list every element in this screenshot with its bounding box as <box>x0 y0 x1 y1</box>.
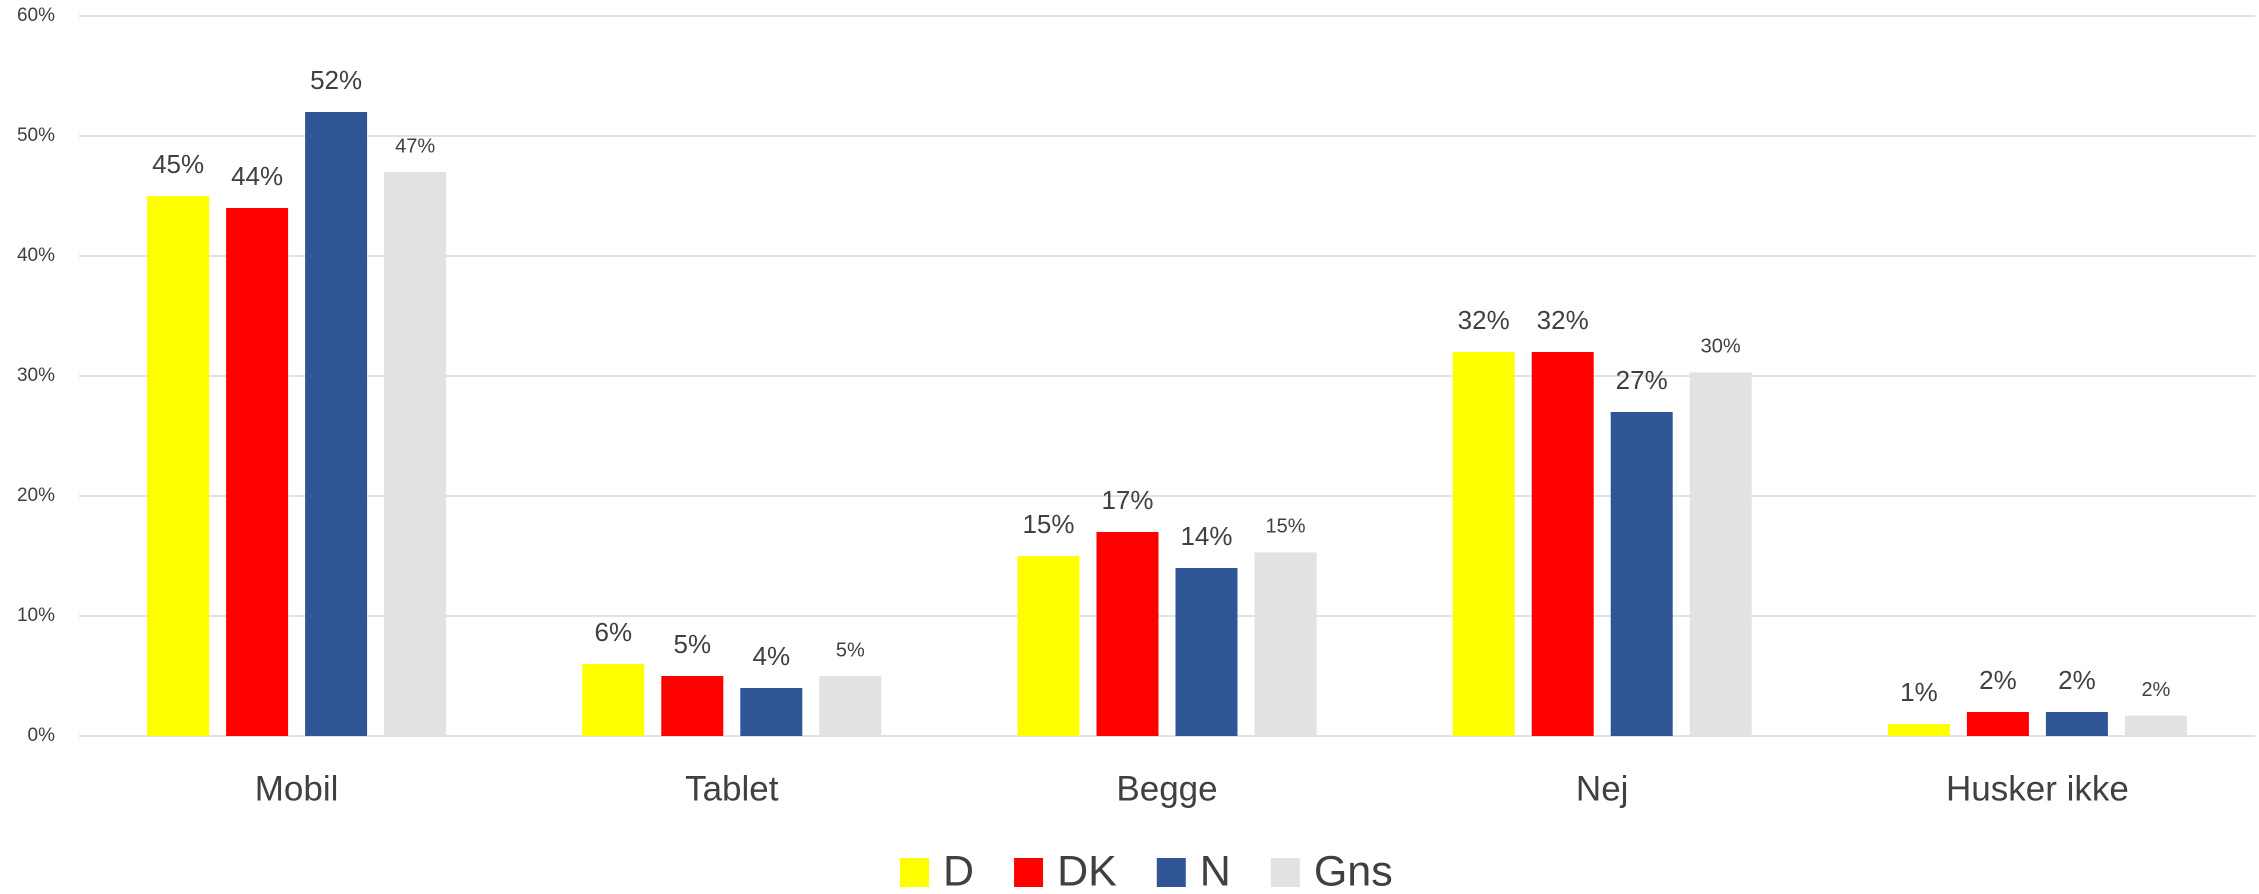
bar <box>1096 532 1159 736</box>
y-tick-label: 10% <box>17 605 55 626</box>
bar <box>661 676 724 736</box>
bar <box>582 664 645 736</box>
bar <box>384 172 447 736</box>
bar <box>226 208 289 736</box>
data-label: 15% <box>1022 509 1074 539</box>
data-label: 47% <box>395 135 435 157</box>
bar <box>1531 352 1594 736</box>
data-label: 1% <box>1900 677 1938 707</box>
bar <box>1452 352 1515 736</box>
bar <box>1966 712 2029 736</box>
bar <box>1887 724 1950 736</box>
data-label: 30% <box>1701 336 1741 358</box>
data-label: 17% <box>1101 485 1153 515</box>
data-label: 5% <box>836 639 865 661</box>
data-label: 45% <box>152 149 204 179</box>
y-tick-label: 40% <box>17 245 55 266</box>
bar <box>1689 372 1752 736</box>
data-label: 32% <box>1458 305 1510 335</box>
data-label: 5% <box>674 629 712 659</box>
bar <box>1610 412 1673 736</box>
legend-swatch <box>900 858 929 887</box>
data-label: 4% <box>753 641 791 671</box>
x-tick-label: Tablet <box>685 769 779 808</box>
data-label: 6% <box>595 617 633 647</box>
legend-swatch <box>1156 858 1186 887</box>
bar <box>2045 712 2108 736</box>
legend-label: DK <box>1057 847 1117 894</box>
y-tick-label: 20% <box>17 485 55 506</box>
legend-swatch <box>1014 858 1044 887</box>
data-label: 52% <box>310 65 362 95</box>
data-label: 32% <box>1537 305 1589 335</box>
bar <box>1175 568 1238 736</box>
x-tick-label: Nej <box>1576 769 1629 808</box>
bar <box>819 676 882 736</box>
legend-label: N <box>1200 847 1231 894</box>
y-tick-label: 30% <box>17 365 55 386</box>
bar <box>1254 552 1317 736</box>
data-label: 14% <box>1180 521 1232 551</box>
data-label: 27% <box>1616 365 1668 395</box>
data-label: 2% <box>2141 679 2170 701</box>
legend-swatch <box>1270 858 1300 887</box>
bar <box>2124 715 2187 736</box>
bar <box>1017 556 1080 736</box>
y-tick-label: 0% <box>28 725 56 746</box>
x-tick-label: Husker ikke <box>1946 769 2129 808</box>
data-label: 15% <box>1265 516 1305 538</box>
legend-label: D <box>943 847 974 894</box>
data-label: 44% <box>231 161 283 191</box>
x-tick-label: Mobil <box>255 769 339 808</box>
bar <box>305 112 368 736</box>
y-tick-label: 60% <box>17 5 55 26</box>
y-tick-label: 50% <box>17 125 55 146</box>
data-label: 2% <box>2058 665 2096 695</box>
legend-label: Gns <box>1314 847 1393 894</box>
bar <box>147 196 210 736</box>
x-tick-label: Begge <box>1116 769 1217 808</box>
data-label: 2% <box>1979 665 2017 695</box>
bar <box>740 688 803 736</box>
